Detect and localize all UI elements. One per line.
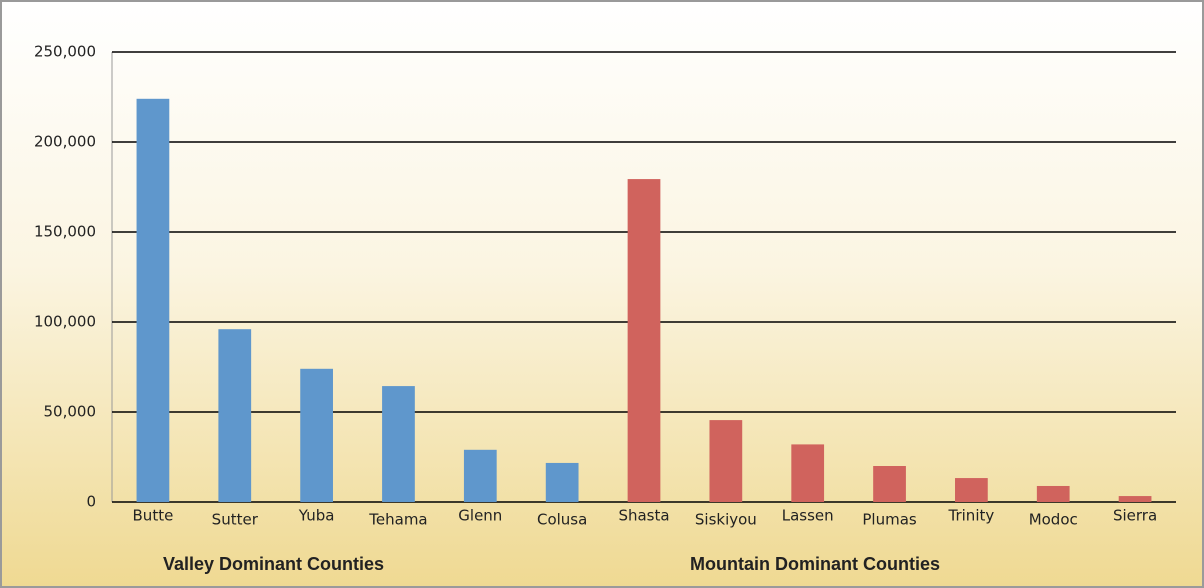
y-tick-label: 50,000	[44, 403, 97, 421]
y-tick-label: 0	[86, 493, 96, 511]
x-tick-label: Lassen	[782, 507, 834, 525]
bar	[1036, 485, 1070, 502]
y-tick-label: 150,000	[34, 223, 96, 241]
x-tick-label: Yuba	[298, 507, 335, 525]
y-tick-label: 250,000	[34, 43, 96, 61]
bar	[873, 466, 906, 502]
x-tick-label: Tehama	[368, 511, 427, 529]
x-tick-label: Sutter	[212, 511, 259, 529]
bar	[463, 449, 497, 502]
group-label: Valley Dominant Counties	[163, 554, 384, 574]
x-tick-label: Siskiyou	[695, 511, 757, 529]
x-tick-label: Sierra	[1113, 507, 1157, 525]
x-tick-label: Modoc	[1029, 511, 1078, 529]
y-tick-label: 100,000	[34, 313, 96, 331]
bar	[218, 329, 252, 502]
bar	[382, 386, 415, 502]
x-tick-label: Plumas	[862, 511, 917, 529]
bar	[955, 478, 988, 502]
bar	[709, 420, 743, 502]
x-tick-label: Butte	[133, 507, 174, 525]
x-tick-label: Colusa	[537, 511, 587, 529]
x-tick-label: Trinity	[948, 507, 995, 525]
bar	[627, 179, 661, 502]
bar	[300, 368, 333, 502]
x-tick-label: Shasta	[618, 507, 669, 525]
bar	[1118, 496, 1152, 502]
group-label: Mountain Dominant Counties	[690, 554, 940, 574]
bar	[545, 462, 579, 502]
y-tick-label: 200,000	[34, 133, 96, 151]
bar	[136, 98, 170, 503]
x-tick-label: Glenn	[458, 507, 502, 525]
bar	[791, 444, 825, 502]
